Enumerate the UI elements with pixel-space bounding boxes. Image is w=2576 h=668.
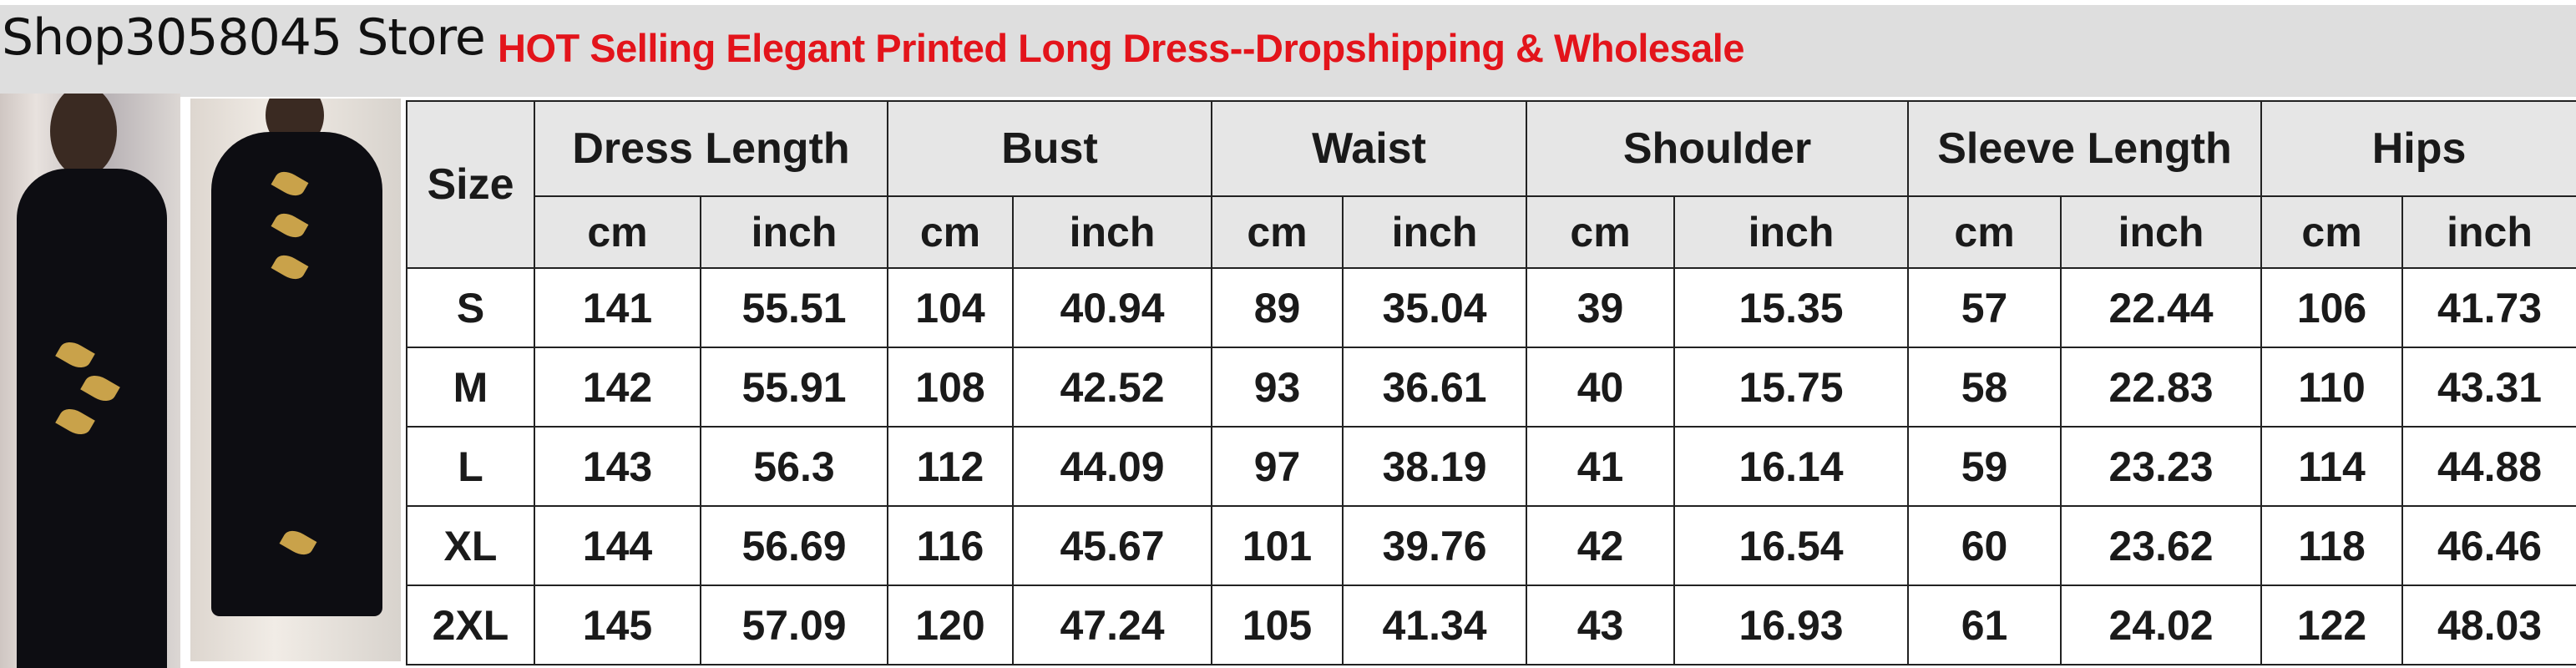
value-cell: 89 bbox=[1211, 267, 1344, 348]
header-band bbox=[0, 5, 2576, 97]
size-header: Size bbox=[406, 100, 535, 269]
value-cell: 15.35 bbox=[1673, 267, 1910, 348]
value-cell: 46.46 bbox=[2401, 505, 2576, 586]
value-cell: 22.44 bbox=[2060, 267, 2263, 348]
value-cell: 112 bbox=[887, 426, 1015, 507]
value-cell: 118 bbox=[2260, 505, 2404, 586]
product-photo-front bbox=[0, 94, 180, 668]
table-row: XL 144 56.69 116 45.67 101 39.76 42 16.54 60 23.62… bbox=[406, 505, 2576, 586]
value-cell: 39 bbox=[1526, 267, 1676, 348]
value-cell: 40 bbox=[1526, 347, 1676, 428]
value-cell: 43.31 bbox=[2401, 347, 2576, 428]
value-cell: 105 bbox=[1211, 584, 1344, 665]
size-cell: XL bbox=[406, 505, 535, 586]
value-cell: 23.62 bbox=[2060, 505, 2263, 586]
value-cell: 55.91 bbox=[699, 347, 889, 428]
value-cell: 41.73 bbox=[2401, 267, 2576, 348]
model-head bbox=[50, 94, 117, 177]
unit-header: inch bbox=[2401, 195, 2576, 269]
value-cell: 145 bbox=[534, 584, 701, 665]
value-cell: 60 bbox=[1907, 505, 2062, 586]
value-cell: 122 bbox=[2260, 584, 2404, 665]
measurement-header: Sleeve Length bbox=[1907, 100, 2263, 197]
unit-header: inch bbox=[699, 195, 889, 269]
value-cell: 40.94 bbox=[1012, 267, 1213, 348]
unit-header: cm bbox=[1211, 195, 1344, 269]
value-cell: 15.75 bbox=[1673, 347, 1910, 428]
unit-header: cm bbox=[1526, 195, 1676, 269]
value-cell: 106 bbox=[2260, 267, 2404, 348]
value-cell: 48.03 bbox=[2401, 584, 2576, 665]
value-cell: 44.09 bbox=[1012, 426, 1213, 507]
unit-header: inch bbox=[2060, 195, 2263, 269]
value-cell: 38.19 bbox=[1342, 426, 1528, 507]
value-cell: 110 bbox=[2260, 347, 2404, 428]
unit-header: cm bbox=[534, 195, 701, 269]
table-row: 2XL 145 57.09 120 47.24 105 41.34 43 16.93 61 24.0… bbox=[406, 584, 2576, 665]
value-cell: 35.04 bbox=[1342, 267, 1528, 348]
value-cell: 41 bbox=[1526, 426, 1676, 507]
measurement-header: Bust bbox=[887, 100, 1213, 197]
measurement-header: Dress Length bbox=[533, 100, 889, 197]
value-cell: 43 bbox=[1526, 584, 1676, 665]
value-cell: 57 bbox=[1907, 267, 2062, 348]
value-cell: 104 bbox=[887, 267, 1015, 348]
measurement-header: Hips bbox=[2260, 100, 2576, 197]
value-cell: 55.51 bbox=[699, 267, 889, 348]
unit-header: inch bbox=[1012, 195, 1213, 269]
size-cell: L bbox=[406, 426, 535, 507]
value-cell: 16.93 bbox=[1673, 584, 1910, 665]
unit-header: cm bbox=[1907, 195, 2062, 269]
value-cell: 141 bbox=[534, 267, 701, 348]
value-cell: 42 bbox=[1526, 505, 1676, 586]
value-cell: 23.23 bbox=[2060, 426, 2263, 507]
unit-header: cm bbox=[887, 195, 1015, 269]
size-cell: M bbox=[406, 347, 535, 428]
value-cell: 56.3 bbox=[699, 426, 889, 507]
measurement-header: Waist bbox=[1211, 100, 1528, 197]
store-name: Shop3058045 Store bbox=[2, 8, 486, 67]
table-row: L 143 56.3 112 44.09 97 38.19 41 16.14 59 23.23 114… bbox=[406, 426, 2576, 507]
unit-row: cm inch cm inch cm inch cm inch cm inch cm inch bbox=[407, 195, 2576, 269]
value-cell: 116 bbox=[887, 505, 1015, 586]
value-cell: 41.34 bbox=[1342, 584, 1528, 665]
unit-header: cm bbox=[2260, 195, 2404, 269]
size-cell: S bbox=[406, 267, 535, 348]
value-cell: 144 bbox=[534, 505, 701, 586]
unit-header: inch bbox=[1342, 195, 1528, 269]
product-photo-full bbox=[190, 99, 401, 661]
value-cell: 22.83 bbox=[2060, 347, 2263, 428]
value-cell: 114 bbox=[2260, 426, 2404, 507]
value-cell: 16.14 bbox=[1673, 426, 1910, 507]
value-cell: 108 bbox=[887, 347, 1015, 428]
unit-header: inch bbox=[1673, 195, 1910, 269]
product-title: HOT Selling Elegant Printed Long Dress--… bbox=[498, 26, 1745, 70]
value-cell: 42.52 bbox=[1012, 347, 1213, 428]
value-cell: 59 bbox=[1907, 426, 2062, 507]
value-cell: 36.61 bbox=[1342, 347, 1528, 428]
value-cell: 45.67 bbox=[1012, 505, 1213, 586]
table-row: M 142 55.91 108 42.52 93 36.61 40 15.75 58 22.83 11… bbox=[406, 347, 2576, 428]
value-cell: 47.24 bbox=[1012, 584, 1213, 665]
value-cell: 61 bbox=[1907, 584, 2062, 665]
value-cell: 39.76 bbox=[1342, 505, 1528, 586]
value-cell: 56.69 bbox=[699, 505, 889, 586]
size-cell: 2XL bbox=[406, 584, 535, 665]
value-cell: 101 bbox=[1211, 505, 1344, 586]
header-row: Size Dress Length Bust Waist Shoulder Sleeve … bbox=[406, 100, 2576, 269]
value-cell: 57.09 bbox=[699, 584, 889, 665]
value-cell: 143 bbox=[534, 426, 701, 507]
value-cell: 44.88 bbox=[2401, 426, 2576, 507]
size-chart-table: Size Dress Length Bust Waist Shoulder Sleeve … bbox=[406, 100, 2576, 665]
value-cell: 24.02 bbox=[2060, 584, 2263, 665]
value-cell: 97 bbox=[1211, 426, 1344, 507]
value-cell: 120 bbox=[887, 584, 1015, 665]
value-cell: 93 bbox=[1211, 347, 1344, 428]
table-row: S 141 55.51 104 40.94 89 35.04 39 15.35 57 22.44 10… bbox=[406, 267, 2576, 348]
value-cell: 16.54 bbox=[1673, 505, 1910, 586]
measurement-header: Shoulder bbox=[1526, 100, 1910, 197]
value-cell: 142 bbox=[534, 347, 701, 428]
value-cell: 58 bbox=[1907, 347, 2062, 428]
